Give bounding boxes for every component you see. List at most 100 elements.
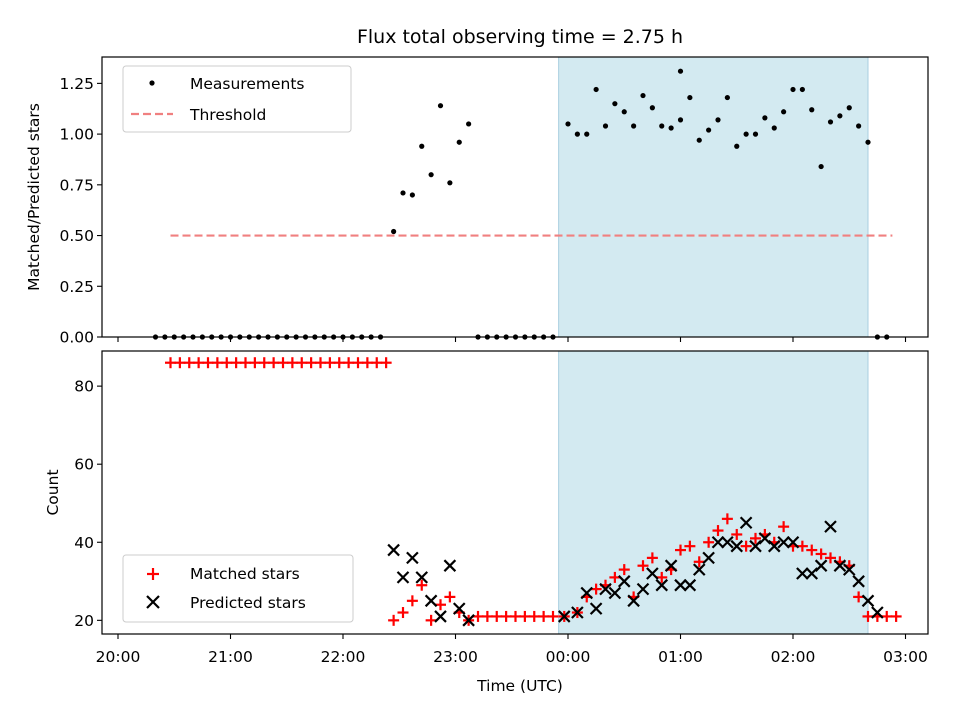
measurement-point	[668, 125, 674, 131]
matched-star-point	[890, 610, 902, 622]
measurement-point	[659, 123, 665, 129]
measurement-point	[846, 105, 852, 111]
matched-star-point	[500, 610, 512, 622]
top-plot-frame	[101, 56, 929, 338]
matched-star-point	[825, 552, 836, 564]
measurement-point	[818, 163, 824, 170]
matched-star-point	[221, 357, 233, 369]
predicted-mark-b	[702, 551, 715, 565]
measurement-point	[752, 131, 759, 137]
y-tick-label: 60	[74, 456, 94, 474]
y-tick-label: 40	[74, 534, 94, 552]
predicted-mark-b	[730, 539, 744, 553]
predicted-mark-b	[415, 571, 429, 584]
bottom-y-axis-label: Count	[44, 469, 62, 515]
predicted-star-point	[608, 586, 622, 600]
predicted-star-point	[415, 571, 429, 584]
matched-star-point	[778, 521, 790, 533]
predicted-star-point	[627, 594, 640, 608]
predicted-mark-b	[711, 535, 725, 549]
predicted-star-point	[796, 567, 809, 580]
measurement-point	[584, 131, 590, 137]
matched-star-point	[380, 357, 392, 369]
y-tick-label: 0.25	[59, 278, 94, 296]
predicted-mark-b	[424, 594, 438, 608]
measurement-point	[466, 121, 472, 127]
x-tick-label: 22:00	[321, 648, 366, 666]
bottom-y-ticks: 20 40 60 80	[74, 378, 102, 630]
legend-matched-marker	[147, 568, 159, 580]
predicted-mark-b	[824, 520, 837, 533]
predicted-mark-b	[599, 582, 612, 596]
measurement-point	[827, 119, 834, 125]
predicted-mark-b	[842, 563, 856, 576]
matched-star-point	[547, 610, 559, 622]
matched-star-point	[371, 357, 383, 369]
matched-star-point	[211, 357, 223, 369]
predicted-mark-b	[739, 516, 753, 530]
predicted-star-point	[571, 606, 584, 619]
predicted-star-point	[692, 563, 706, 576]
matched-star-point	[268, 357, 280, 369]
matched-star-point	[240, 357, 251, 369]
x-axis-label: Time (UTC)	[476, 677, 563, 695]
predicted-mark-b	[721, 535, 734, 549]
matched-star-point	[388, 614, 400, 626]
matched-star-point	[435, 599, 446, 611]
measurement-point	[409, 192, 415, 198]
x-tick-label: 00:00	[546, 648, 591, 666]
predicted-mark-b	[805, 567, 819, 580]
matched-star-point	[333, 357, 345, 369]
matched-star-point	[249, 357, 261, 369]
predicted-mark-b	[434, 610, 447, 623]
measurement-point	[400, 190, 406, 196]
predicted-mark-b	[814, 559, 828, 572]
matched-star-point	[538, 610, 550, 622]
matched-star-point	[305, 357, 317, 369]
top-x-ticks	[117, 337, 907, 342]
predicted-mark-b	[852, 575, 865, 588]
matched-star-point	[406, 595, 418, 607]
predicted-star-point	[396, 571, 410, 584]
predicted-mark-b	[580, 586, 594, 600]
measurement-point	[734, 143, 740, 149]
predicted-star-point	[655, 578, 669, 592]
matched-star-point	[174, 357, 186, 369]
measurement-point	[649, 105, 655, 111]
matched-star-point	[590, 583, 602, 595]
predicted-star-point	[452, 602, 466, 615]
measurement-point	[437, 103, 444, 109]
x-tick-label: 01:00	[658, 648, 703, 666]
matched-star-point	[296, 357, 308, 369]
matched-star-point	[637, 560, 649, 572]
predicted-star-point	[730, 539, 744, 553]
bottom-legend-box	[122, 554, 354, 623]
measurement-point	[565, 121, 571, 127]
matched-star-point	[397, 607, 409, 619]
measurement-point	[771, 125, 777, 131]
matched-star-point	[853, 591, 865, 603]
predicted-mark-b	[589, 602, 603, 615]
matched-star-point	[806, 544, 818, 556]
measurement-point	[790, 86, 796, 93]
y-tick-label: 20	[74, 612, 94, 630]
matched-star-point	[315, 357, 326, 369]
matched-star-point	[528, 610, 540, 622]
legend-measurements-label: Measurements	[190, 75, 305, 93]
matched-star-point	[481, 610, 493, 622]
predicted-mark-b	[833, 559, 847, 572]
matched-star-point	[609, 571, 621, 583]
matched-star-point	[286, 357, 298, 369]
legend-threshold-label: Threshold	[189, 106, 266, 124]
matched-star-point	[425, 614, 437, 626]
chart-title: Flux total observing time = 2.75 h	[357, 26, 683, 48]
matched-star-point	[444, 591, 456, 603]
predicted-mark-b	[758, 532, 772, 545]
measurement-point	[621, 109, 627, 115]
matched-star-point	[740, 540, 752, 552]
top-y-axis-label: Matched/Predicted stars	[25, 103, 43, 291]
measurement-point	[856, 123, 862, 129]
measurement-point	[687, 94, 693, 101]
matched-star-point	[352, 357, 364, 369]
